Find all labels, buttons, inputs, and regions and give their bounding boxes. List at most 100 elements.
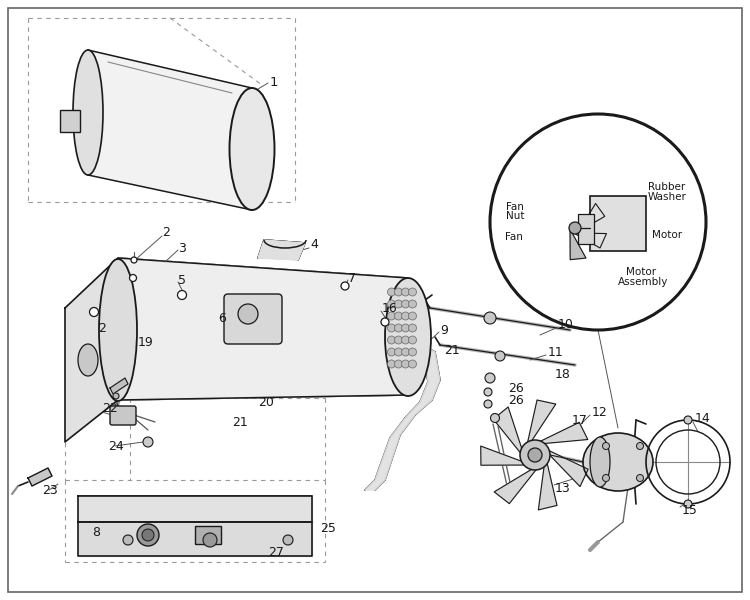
Circle shape <box>484 388 492 396</box>
Text: 20: 20 <box>258 395 274 409</box>
Circle shape <box>394 336 403 344</box>
Circle shape <box>388 324 395 332</box>
Text: Motor: Motor <box>652 230 682 240</box>
Text: 18: 18 <box>555 368 571 382</box>
Circle shape <box>203 533 217 547</box>
Text: 25: 25 <box>320 521 336 535</box>
Circle shape <box>637 443 644 449</box>
Bar <box>60 110 80 132</box>
Circle shape <box>684 500 692 508</box>
Text: 17: 17 <box>572 413 588 427</box>
Circle shape <box>409 336 416 344</box>
Polygon shape <box>577 203 604 233</box>
Bar <box>195 526 221 544</box>
Circle shape <box>123 535 133 545</box>
Circle shape <box>528 448 542 462</box>
Ellipse shape <box>385 278 431 396</box>
Circle shape <box>388 348 395 356</box>
Circle shape <box>388 300 395 308</box>
Polygon shape <box>88 50 252 210</box>
Circle shape <box>142 529 154 541</box>
Text: 7: 7 <box>348 271 356 284</box>
Text: 5: 5 <box>178 274 186 286</box>
Ellipse shape <box>99 259 137 401</box>
Text: 8: 8 <box>92 526 100 539</box>
Ellipse shape <box>583 433 653 491</box>
Text: 4: 4 <box>310 238 318 251</box>
Circle shape <box>401 324 410 332</box>
Circle shape <box>137 524 159 546</box>
Circle shape <box>684 416 692 424</box>
Text: Nut: Nut <box>506 211 524 221</box>
Circle shape <box>484 400 492 408</box>
Ellipse shape <box>590 437 610 487</box>
Text: 21: 21 <box>232 415 248 428</box>
Polygon shape <box>570 227 586 260</box>
Circle shape <box>401 348 410 356</box>
Polygon shape <box>65 258 118 442</box>
Polygon shape <box>118 258 408 400</box>
Circle shape <box>520 440 550 470</box>
FancyBboxPatch shape <box>224 294 282 344</box>
Text: 21: 21 <box>444 343 460 356</box>
Text: 2: 2 <box>98 322 106 335</box>
Circle shape <box>602 475 610 481</box>
Text: 19: 19 <box>138 335 154 349</box>
Bar <box>590 196 646 251</box>
Text: 26: 26 <box>508 394 524 407</box>
Text: 1: 1 <box>270 76 278 89</box>
Circle shape <box>388 312 395 320</box>
Circle shape <box>388 360 395 368</box>
Circle shape <box>569 222 581 234</box>
Text: Rubber: Rubber <box>648 182 686 192</box>
Circle shape <box>490 114 706 330</box>
Circle shape <box>89 307 98 317</box>
Circle shape <box>409 348 416 356</box>
Polygon shape <box>78 496 312 522</box>
Polygon shape <box>494 407 522 454</box>
Text: 2: 2 <box>162 226 170 238</box>
Ellipse shape <box>78 344 98 376</box>
Bar <box>578 214 594 244</box>
Text: Washer: Washer <box>648 192 687 202</box>
Text: 3: 3 <box>178 241 186 254</box>
Circle shape <box>401 300 410 308</box>
Circle shape <box>401 312 410 320</box>
Polygon shape <box>28 468 52 486</box>
Text: 12: 12 <box>592 406 608 419</box>
Circle shape <box>484 312 496 324</box>
Polygon shape <box>78 522 312 556</box>
Text: 10: 10 <box>558 319 574 331</box>
Circle shape <box>238 304 258 324</box>
Polygon shape <box>527 400 556 443</box>
Circle shape <box>388 288 395 296</box>
Polygon shape <box>494 469 537 503</box>
Polygon shape <box>538 463 557 510</box>
Circle shape <box>485 373 495 383</box>
Polygon shape <box>110 378 128 394</box>
Circle shape <box>394 360 403 368</box>
Circle shape <box>143 437 153 447</box>
Polygon shape <box>258 240 305 260</box>
Ellipse shape <box>230 88 274 210</box>
Polygon shape <box>481 446 525 465</box>
Text: Fan: Fan <box>505 232 523 242</box>
Circle shape <box>113 393 119 399</box>
Polygon shape <box>548 450 588 487</box>
Circle shape <box>401 288 410 296</box>
Polygon shape <box>365 340 440 490</box>
Text: Assembly: Assembly <box>618 277 668 287</box>
Circle shape <box>283 535 293 545</box>
Circle shape <box>394 312 403 320</box>
Text: 24: 24 <box>108 439 124 452</box>
Text: Motor: Motor <box>626 267 656 277</box>
Text: 6: 6 <box>218 311 226 325</box>
Text: 14: 14 <box>695 412 711 425</box>
Circle shape <box>409 288 416 296</box>
Circle shape <box>409 300 416 308</box>
Text: 11: 11 <box>548 346 564 358</box>
Circle shape <box>178 290 187 299</box>
FancyBboxPatch shape <box>110 406 136 425</box>
Circle shape <box>490 413 500 422</box>
Text: 23: 23 <box>42 484 58 497</box>
